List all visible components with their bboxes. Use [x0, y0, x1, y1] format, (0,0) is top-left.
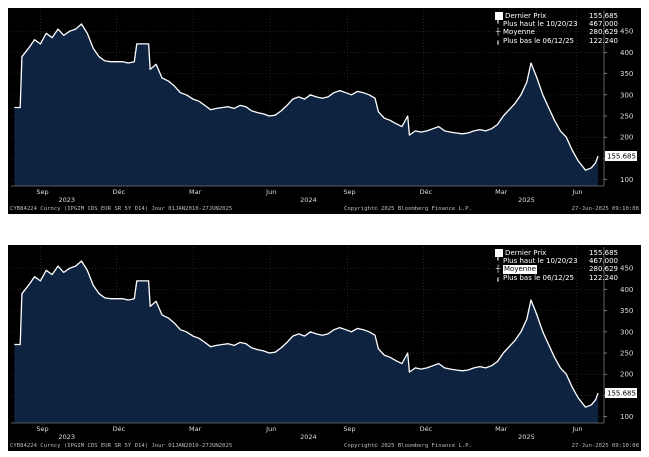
- legend-row-last: Dernier Prix 155.685: [495, 249, 618, 258]
- x-tick-label: Déc: [420, 188, 433, 196]
- y-tick-label: 400: [620, 49, 633, 57]
- legend-row-high: ╹ Plus haut le 10/20/23 467.000: [495, 20, 618, 28]
- legend-swatch: [495, 249, 503, 258]
- high-marker-icon: ╹: [495, 20, 501, 29]
- legend-last-value: 155.685: [589, 249, 618, 257]
- legend-low-value: 122.240: [589, 36, 618, 45]
- series-line: [14, 23, 599, 171]
- legend-avg-value: 280.629: [589, 265, 618, 274]
- y-tick-label: 100: [620, 176, 633, 184]
- x-year-label: 2024: [300, 196, 317, 204]
- y-tick-label: 350: [620, 70, 633, 78]
- footer-ticker: CYB84224 Curncy (IPGIM CDS EUR SR 5Y D14…: [10, 443, 233, 449]
- legend-last-label: Dernier Prix: [505, 249, 547, 257]
- legend-row-avg: ┼ Moyenne 280.629: [495, 28, 618, 36]
- footer-copyright: Copyright© 2025 Bloomberg Finance L.P.: [344, 206, 472, 212]
- legend-avg-label: Moyenne: [503, 265, 537, 274]
- x-year-label: 2025: [518, 196, 535, 204]
- y-tick-label: 450: [620, 265, 633, 273]
- x-tick-label: Jun: [265, 188, 276, 196]
- last-price-tag: [605, 151, 637, 162]
- legend-high-value: 467.000: [589, 20, 618, 29]
- legend-row-last: Dernier Prix 155.685: [495, 12, 618, 21]
- last-price-value: 155.685: [607, 153, 636, 161]
- x-tick-label: Jun: [571, 188, 582, 196]
- x-tick-label: Sep: [343, 188, 355, 196]
- last-price-value: 155.685: [607, 390, 636, 398]
- legend-high-value: 467.000: [589, 257, 618, 266]
- legend-low-label: Plus bas le 06/12/25: [503, 273, 574, 282]
- x-tick-label: Jun: [571, 425, 582, 433]
- chart-svg-top: Sep Déc Mar Jun Sep Déc Mar Jun 2023 2024 2025 100 1…: [11, 10, 637, 204]
- x-tick-label: Sep: [36, 188, 48, 196]
- y-tick-label: 450: [620, 28, 633, 36]
- y-tick-label: 350: [620, 307, 633, 315]
- x-tick-label: Sep: [343, 425, 355, 433]
- x-year-label: 2024: [300, 433, 317, 441]
- legend-row-high: ╹ Plus haut le 10/20/23 467.000: [495, 257, 618, 265]
- legend-row-low: ╻ Plus bas le 06/12/25 122.240: [495, 37, 618, 45]
- y-tick-label: 300: [620, 91, 633, 99]
- footer-copyright: Copyright© 2025 Bloomberg Finance L.P.: [344, 443, 472, 449]
- x-tick-label: Mar: [189, 425, 202, 433]
- low-marker-icon: ╻: [495, 36, 501, 45]
- legend-high-label: Plus haut le 10/20/23: [503, 257, 578, 266]
- legend-avg-value: 280.629: [589, 28, 618, 37]
- y-tick-label: 100: [620, 413, 633, 421]
- low-marker-icon: ╻: [495, 273, 501, 282]
- chart-panel-bottom: Sep Déc Mar Jun Sep Déc Mar Jun 2023 2024 2025 100 1…: [8, 245, 641, 451]
- legend-low-value: 122.240: [589, 273, 618, 282]
- series-area: [14, 261, 599, 423]
- x-year-label: 2023: [59, 433, 76, 441]
- y-tick-label: 200: [620, 371, 633, 379]
- x-year-label: 2023: [59, 196, 76, 204]
- y-tick-label: 200: [620, 134, 633, 142]
- chart-svg-bottom: Sep Déc Mar Jun Sep Déc Mar Jun 2023 2024 2025 100 1…: [11, 247, 637, 441]
- legend-swatch: [495, 12, 503, 21]
- y-tick-label: 250: [620, 113, 633, 121]
- x-tick-label: Jun: [265, 425, 276, 433]
- legend-low-label: Plus bas le 06/12/25: [503, 36, 574, 45]
- x-tick-label: Mar: [189, 188, 202, 196]
- x-tick-label: Déc: [420, 425, 433, 433]
- legend-bottom: Dernier Prix 155.685 ╹ Plus haut le 10/20…: [495, 249, 618, 282]
- x-year-label: 2025: [518, 433, 535, 441]
- legend-top: Dernier Prix 155.685 ╹ Plus haut le 10/20…: [495, 12, 618, 45]
- legend-last-value: 155.685: [589, 12, 618, 20]
- high-marker-icon: ╹: [495, 257, 501, 266]
- x-tick-label: Déc: [113, 425, 126, 433]
- legend-high-label: Plus haut le 10/20/23: [503, 20, 578, 29]
- x-tick-label: Déc: [113, 188, 126, 196]
- avg-marker-icon: ┼: [495, 265, 501, 274]
- x-tick-label: Sep: [36, 425, 48, 433]
- avg-marker-icon: ┼: [495, 28, 501, 37]
- y-tick-label: 250: [620, 350, 633, 358]
- footer-ticker: CYB84224 Curncy (IPGIM CDS EUR SR 5Y D14…: [10, 206, 233, 212]
- y-tick-label: 300: [620, 328, 633, 336]
- legend-avg-label: Moyenne: [503, 28, 535, 37]
- x-tick-label: Mar: [495, 188, 508, 196]
- footer-timestamp: 27-Jun-2025 09:10:08: [571, 206, 639, 212]
- chart-panel-top: Sep Déc Mar Jun Sep Déc Mar Jun 2023 2024 2025 100 1…: [8, 8, 641, 214]
- legend-row-avg: ┼ Moyenne 280.629: [495, 265, 618, 274]
- footer-timestamp: 27-Jun-2025 09:10:08: [571, 443, 639, 449]
- legend-last-label: Dernier Prix: [505, 12, 547, 20]
- last-price-tag: [605, 388, 637, 399]
- legend-row-low: ╻ Plus bas le 06/12/25 122.240: [495, 274, 618, 282]
- x-tick-label: Mar: [495, 425, 508, 433]
- y-tick-label: 400: [620, 286, 633, 294]
- series-area: [14, 24, 599, 186]
- series-line: [14, 260, 599, 408]
